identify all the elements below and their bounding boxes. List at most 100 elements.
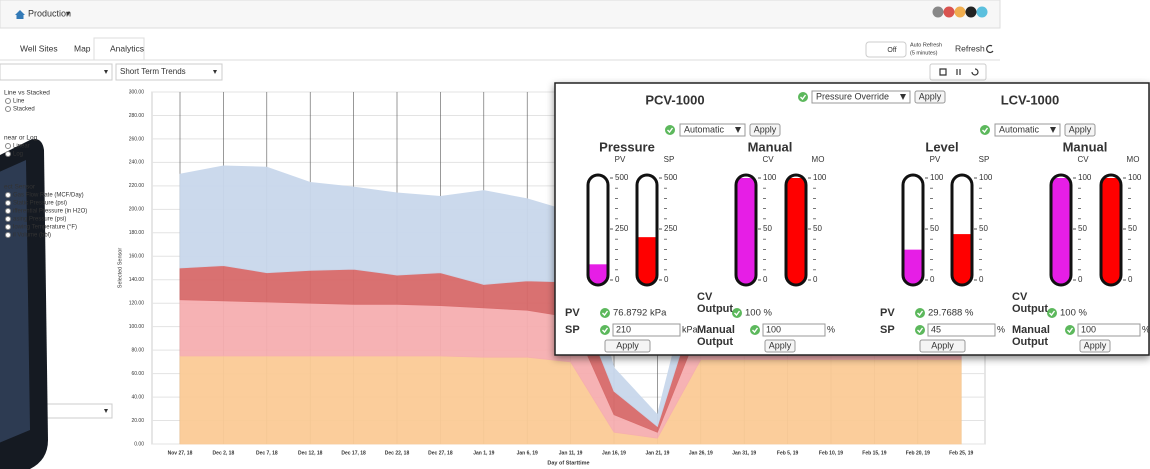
gauge-fill xyxy=(637,237,657,285)
y-tick-label: 140.00 xyxy=(129,277,145,283)
gauge-tick-label: 500 xyxy=(615,173,629,182)
group-title: Manual xyxy=(1063,139,1108,154)
radio xyxy=(6,144,11,149)
sidebar-title: ect Sensor xyxy=(4,184,36,191)
readout-label: Manual xyxy=(697,324,735,336)
auto-refresh: (5 minutes) xyxy=(910,50,938,56)
badge xyxy=(933,7,944,18)
readout-label: Manual xyxy=(1012,324,1050,336)
gauge-tick-label: 100 xyxy=(930,173,944,182)
check-icon xyxy=(915,308,925,318)
tab: Map xyxy=(74,43,91,53)
check-icon xyxy=(798,92,808,102)
readout-label: Output xyxy=(1012,336,1048,348)
screenshot: ProductionWell SitesMapAnalyticsOffAuto … xyxy=(0,0,1150,469)
y-tick-label: 20.00 xyxy=(131,418,144,424)
x-tick-label: Jan 1, 19 xyxy=(473,450,494,456)
group-title: Pressure xyxy=(599,139,655,154)
area xyxy=(180,356,961,444)
gauge-tick-label: 50 xyxy=(1128,224,1137,233)
gauge-label: CV xyxy=(762,155,774,164)
x-tick-label: Dec 22, 18 xyxy=(385,450,410,456)
radio xyxy=(6,225,11,230)
navbar xyxy=(0,0,1000,28)
readout-label: Output xyxy=(697,336,733,348)
select-value: Short Term Trends xyxy=(120,67,186,76)
radio xyxy=(6,233,11,238)
gauge-tick-label: 0 xyxy=(664,275,669,284)
y-tick-label: 180.00 xyxy=(129,230,145,236)
y-tick-label: 220.00 xyxy=(129,183,145,189)
tab: Well Sites xyxy=(20,43,58,53)
unit: % xyxy=(1142,324,1150,334)
sidebar-option: il Volume (bbl) xyxy=(13,233,51,239)
gauge-label: SP xyxy=(664,155,675,164)
gauge-tick-label: 500 xyxy=(664,173,678,182)
toggle[interactable] xyxy=(866,42,906,57)
input-value: 100 xyxy=(1081,324,1096,334)
gauge-tick-label: 50 xyxy=(930,224,939,233)
button-label: Apply xyxy=(1069,124,1092,134)
sidebar-title: Line vs Stacked xyxy=(4,90,50,97)
readout-value: 29.7688 % xyxy=(928,308,974,319)
y-tick-label: 240.00 xyxy=(129,160,145,166)
gauge-tick-label: 250 xyxy=(664,224,678,233)
check-icon xyxy=(600,308,610,318)
gauge-label: SP xyxy=(979,155,990,164)
radio xyxy=(6,107,11,112)
readout-label: PV xyxy=(565,307,580,319)
check-icon xyxy=(750,325,760,335)
gauge-tick-label: 0 xyxy=(1128,275,1133,284)
gauge-tick-label: 0 xyxy=(763,275,768,284)
y-tick-label: 80.00 xyxy=(131,347,144,353)
radio xyxy=(6,152,11,157)
x-tick-label: Feb 20, 19 xyxy=(906,450,930,456)
x-tick-label: Feb 5, 19 xyxy=(777,450,799,456)
gauge-label: PV xyxy=(930,155,941,164)
sidebar-option: Static Pressure (psi) xyxy=(13,201,67,207)
input-value: 210 xyxy=(616,324,631,334)
x-tick-label: Jan 26, 19 xyxy=(689,450,713,456)
sidebar-option: asing Pressure (psi) xyxy=(13,217,66,223)
badge xyxy=(944,7,955,18)
gauge-tick-label: 50 xyxy=(979,224,988,233)
gauge-tick-label: 0 xyxy=(1078,275,1083,284)
gauge-tick-label: 50 xyxy=(1078,224,1087,233)
auto-refresh: Auto Refresh xyxy=(910,42,942,48)
button-label: Apply xyxy=(919,91,942,101)
sidebar-option: Linear xyxy=(13,144,30,150)
gauge-tick-label: 100 xyxy=(813,173,827,182)
x-tick-label: Dec 12, 18 xyxy=(298,450,323,456)
gauge-fill xyxy=(786,178,806,285)
x-tick-label: Jan 6, 19 xyxy=(517,450,538,456)
x-tick-label: Jan 11, 19 xyxy=(559,450,583,456)
sidebar-option: Stacked xyxy=(13,107,35,113)
check-icon xyxy=(980,125,990,135)
gauge-fill xyxy=(1101,178,1121,285)
menu: Production xyxy=(28,8,71,18)
radio xyxy=(6,99,11,104)
select[interactable] xyxy=(0,64,112,80)
sidebar-option: Line xyxy=(13,99,25,105)
y-tick-label: 100.00 xyxy=(129,324,145,330)
gauge-tick-label: 50 xyxy=(763,224,772,233)
radio xyxy=(6,209,11,214)
y-tick-label: 300.00 xyxy=(129,89,145,95)
badge xyxy=(955,7,966,18)
readout-label: Output xyxy=(1012,303,1048,315)
y-tick-label: 120.00 xyxy=(129,301,145,307)
sidebar-option: Log xyxy=(13,152,23,158)
group-title: Manual xyxy=(748,139,793,154)
y-tick-label: 40.00 xyxy=(131,394,144,400)
check-icon xyxy=(600,325,610,335)
gauge-fill xyxy=(903,250,923,285)
toggle-label: Off xyxy=(887,47,896,54)
radio xyxy=(6,193,11,198)
readout-label: Output xyxy=(697,303,733,315)
x-tick-label: Dec 27, 18 xyxy=(428,450,453,456)
gauge-tick-label: 100 xyxy=(1078,173,1092,182)
readout-value: 100 % xyxy=(1060,308,1087,319)
gauge-fill xyxy=(736,178,756,285)
gauge-label: PV xyxy=(615,155,626,164)
x-tick-label: Dec 7, 18 xyxy=(256,450,278,456)
